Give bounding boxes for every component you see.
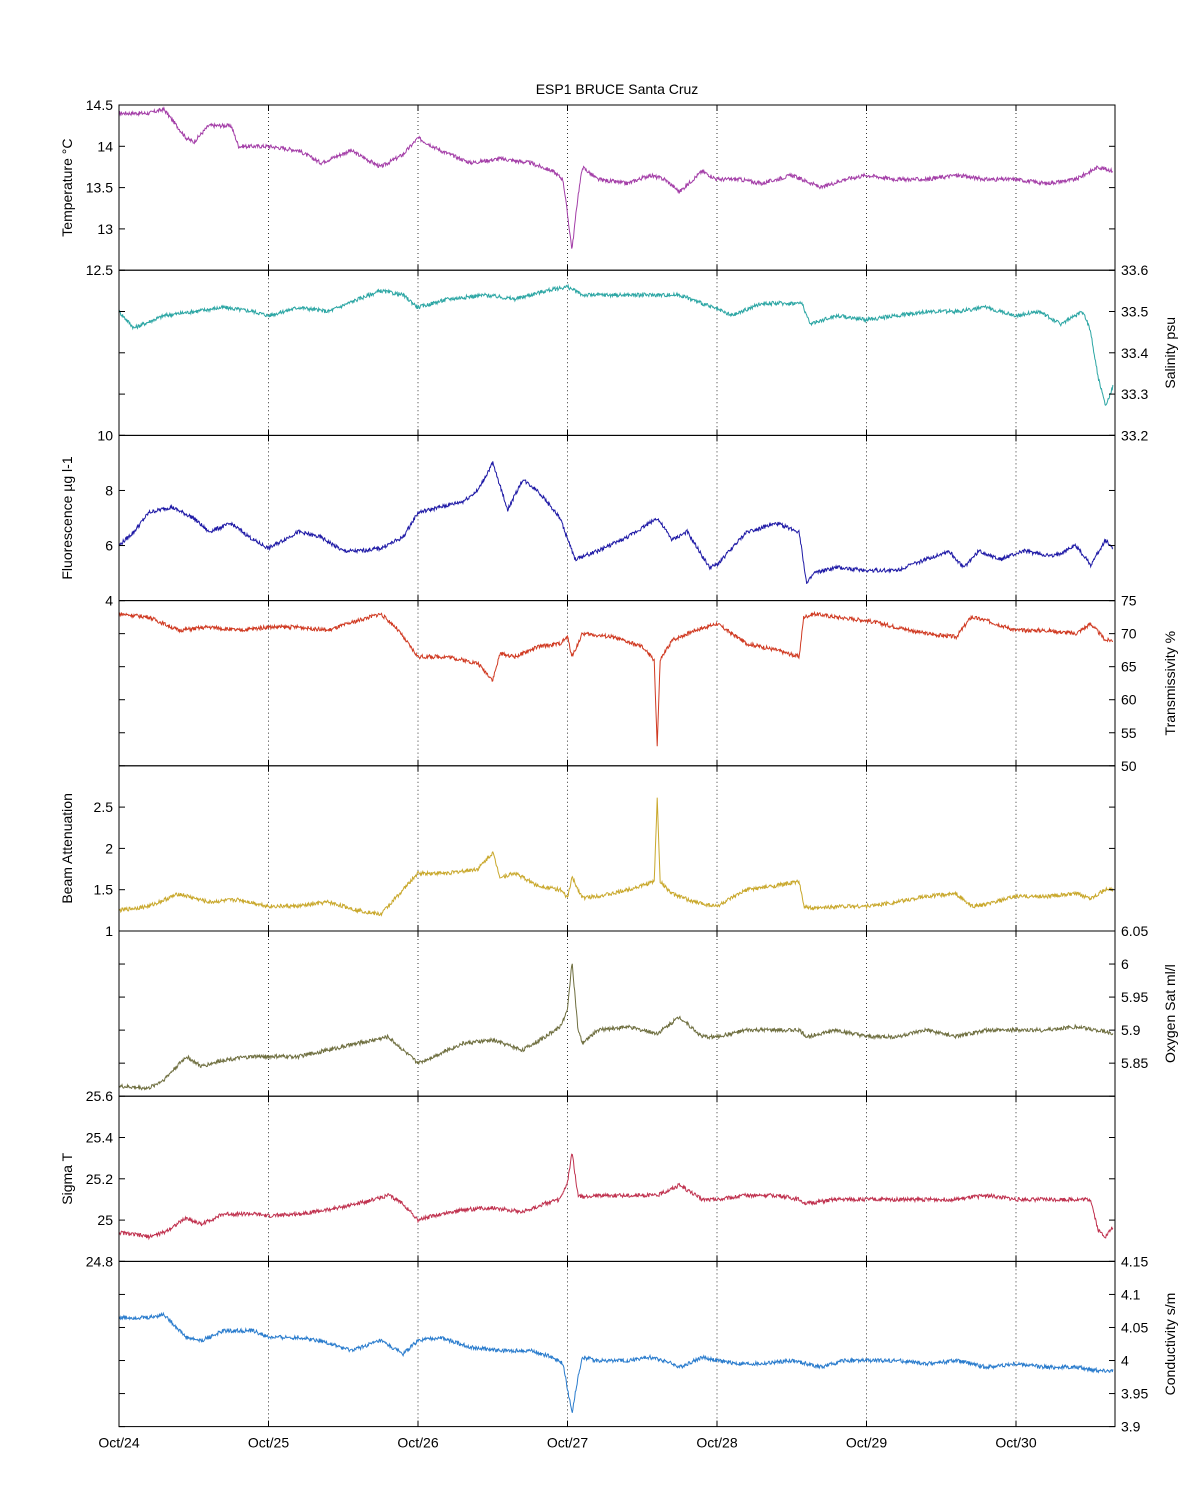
y-tick-label: 25.2 <box>86 1171 113 1187</box>
x-tick-label: Oct/24 <box>98 1435 139 1451</box>
y-tick-label: 33.5 <box>1121 304 1148 320</box>
y-tick-label: 13 <box>97 221 113 237</box>
y-tick-label: 60 <box>1121 692 1137 708</box>
y-tick-label: 1 <box>105 923 113 939</box>
panel-5: 1 1.5 2 2.5 Beam Attenuation <box>59 765 1116 939</box>
series-line <box>118 283 1114 406</box>
panel-4: 50 55 60 65 70 75 Transmissivity % <box>118 593 1178 774</box>
series-line <box>118 963 1114 1091</box>
x-tick-label: Oct/26 <box>397 1435 438 1451</box>
y-axis-label: Sigma T <box>59 1152 75 1204</box>
y-tick-label: 2 <box>105 840 113 856</box>
series-line <box>118 461 1114 584</box>
y-tick-label: 4.05 <box>1121 1319 1148 1335</box>
y-axis-label: Fluorescence µg l-1 <box>59 456 75 579</box>
y-tick-label: 24.8 <box>86 1253 113 1269</box>
y-tick-label: 3.95 <box>1121 1386 1148 1402</box>
y-tick-label: 12.5 <box>86 262 113 278</box>
y-axis-label: Oxygen Sat ml/l <box>1162 964 1178 1063</box>
y-tick-label: 50 <box>1121 758 1137 774</box>
y-tick-label: 70 <box>1121 626 1137 642</box>
y-tick-label: 4 <box>105 593 113 609</box>
y-axis-label: Beam Attenuation <box>59 793 75 904</box>
y-tick-label: 33.2 <box>1121 427 1148 443</box>
panel-1: 12.5 13 13.5 14 14.5 Temperature °C <box>59 97 1116 278</box>
y-tick-label: 75 <box>1121 593 1137 609</box>
y-tick-label: 4.15 <box>1121 1253 1148 1269</box>
series-line <box>118 1311 1114 1413</box>
y-tick-label: 25.4 <box>86 1130 113 1146</box>
y-tick-label: 25.6 <box>86 1088 113 1104</box>
y-tick-label: 14.5 <box>86 97 113 113</box>
y-tick-label: 25 <box>97 1212 113 1228</box>
x-tick-label: Oct/30 <box>995 1435 1036 1451</box>
y-tick-label: 10 <box>97 427 113 443</box>
y-tick-label: 1.5 <box>94 882 114 898</box>
y-tick-label: 6.05 <box>1121 923 1148 939</box>
y-tick-label: 14 <box>97 138 113 154</box>
y-tick-label: 2.5 <box>94 799 114 815</box>
chart-title: ESP1 BRUCE Santa Cruz <box>536 81 699 97</box>
y-tick-label: 4.1 <box>1121 1286 1141 1302</box>
y-tick-label: 3.9 <box>1121 1419 1141 1435</box>
y-axis-label: Transmissivity % <box>1162 631 1178 736</box>
x-tick-label: Oct/27 <box>547 1435 588 1451</box>
x-tick-label: Oct/29 <box>846 1435 887 1451</box>
series-line <box>118 610 1113 747</box>
series-line <box>118 1153 1114 1241</box>
y-tick-label: 6 <box>1121 956 1129 972</box>
y-axis-label: Salinity psu <box>1162 317 1178 389</box>
series-line <box>118 797 1114 917</box>
series-line <box>118 106 1113 249</box>
x-tick-label: Oct/28 <box>696 1435 737 1451</box>
panel-6: 5.85 5.9 5.95 6 6.05 Oxygen Sat ml/l <box>118 923 1178 1097</box>
y-axis-label: Conductivity s/m <box>1162 1293 1178 1396</box>
y-tick-label: 33.4 <box>1121 345 1148 361</box>
panel-2: 33.2 33.3 33.4 33.5 33.6 Salinity psu <box>118 262 1178 443</box>
y-tick-label: 5.9 <box>1121 1022 1141 1038</box>
y-tick-label: 5.95 <box>1121 989 1148 1005</box>
y-tick-label: 33.6 <box>1121 262 1148 278</box>
x-tick-label: Oct/25 <box>248 1435 289 1451</box>
y-tick-label: 65 <box>1121 659 1137 675</box>
panel-8: 3.9 3.95 4 4.05 4.1 4.15 Conductivity s/m <box>118 1253 1178 1435</box>
panel-7: 24.8 25 25.2 25.4 25.6 Sigma T <box>59 1088 1116 1269</box>
y-tick-label: 5.85 <box>1121 1055 1148 1071</box>
y-tick-label: 4 <box>1121 1353 1129 1369</box>
y-tick-label: 6 <box>105 538 113 554</box>
panel-3: 4 6 8 10 Fluorescence µg l-1 <box>59 427 1116 609</box>
y-tick-label: 55 <box>1121 725 1137 741</box>
y-tick-label: 33.3 <box>1121 386 1148 402</box>
y-tick-label: 8 <box>105 482 113 498</box>
y-axis-label: Temperature °C <box>59 138 75 236</box>
y-tick-label: 13.5 <box>86 180 113 196</box>
plot-frame <box>118 1260 1116 1428</box>
